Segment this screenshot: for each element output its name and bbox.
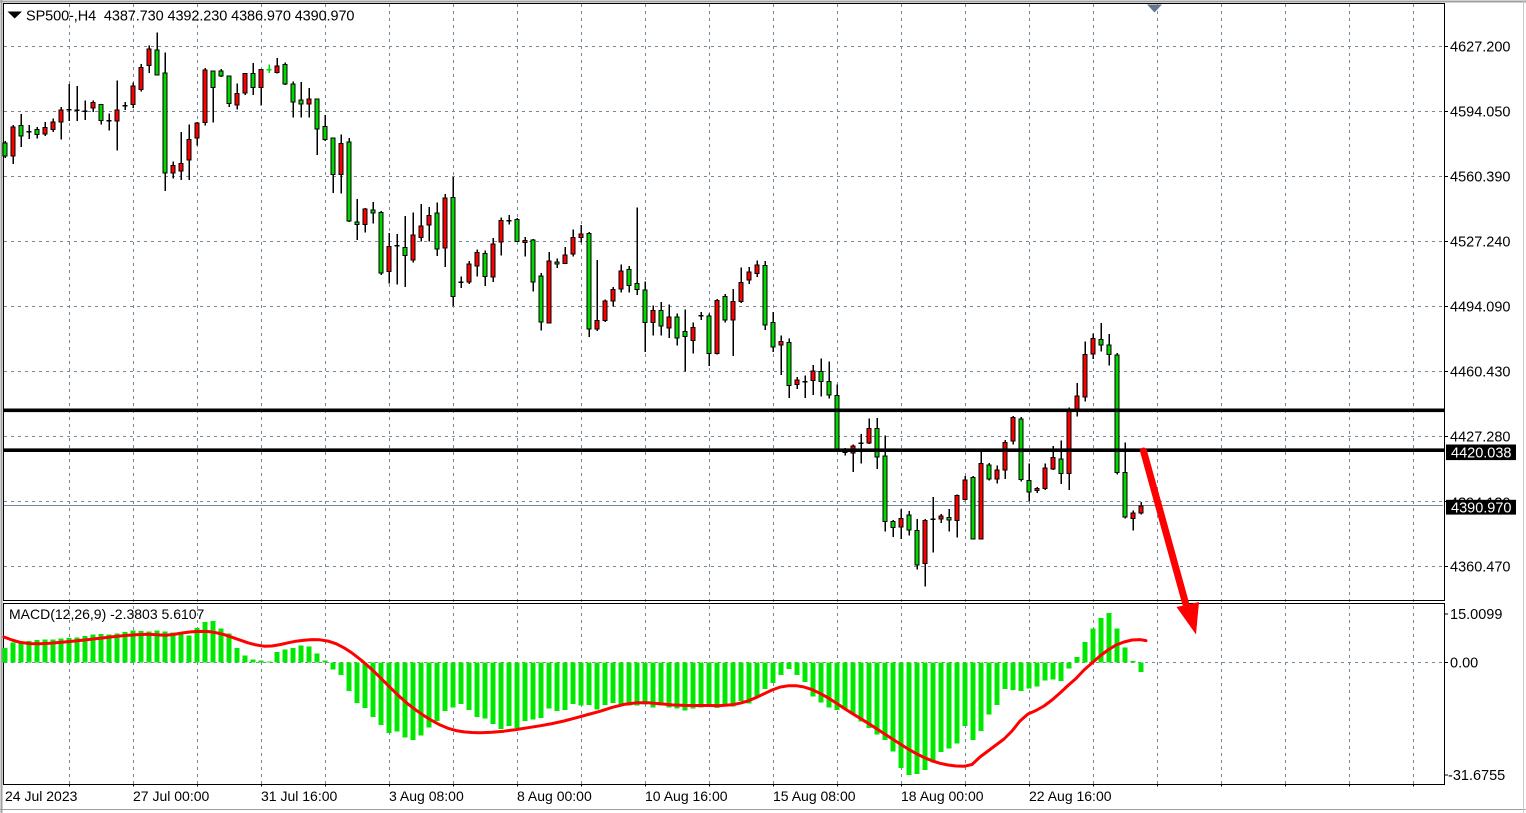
svg-text:4627.200: 4627.200 bbox=[1450, 40, 1510, 56]
svg-text:-31.6755: -31.6755 bbox=[1448, 768, 1505, 784]
svg-text:SP500-,H4 4387.730 4392.230 4: SP500-,H4 4387.730 4392.230 4386.970 439… bbox=[26, 9, 354, 25]
svg-text:10 Aug 16:00: 10 Aug 16:00 bbox=[645, 788, 728, 804]
svg-text:4494.090: 4494.090 bbox=[1450, 300, 1510, 316]
svg-text:8 Aug 00:00: 8 Aug 00:00 bbox=[517, 788, 592, 804]
svg-text:4594.050: 4594.050 bbox=[1450, 105, 1510, 121]
svg-text:31 Jul 16:00: 31 Jul 16:00 bbox=[261, 788, 337, 804]
svg-text:22 Aug 16:00: 22 Aug 16:00 bbox=[1029, 788, 1112, 804]
svg-text:MACD(12,26,9) -2.3803 5.6107: MACD(12,26,9) -2.3803 5.6107 bbox=[9, 606, 205, 622]
svg-text:3 Aug 08:00: 3 Aug 08:00 bbox=[389, 788, 464, 804]
svg-text:4527.240: 4527.240 bbox=[1450, 235, 1510, 251]
svg-text:4427.280: 4427.280 bbox=[1450, 430, 1510, 446]
svg-text:24 Jul 2023: 24 Jul 2023 bbox=[5, 788, 78, 804]
svg-text:4560.390: 4560.390 bbox=[1450, 170, 1510, 186]
svg-text:15.0099: 15.0099 bbox=[1450, 607, 1502, 623]
svg-text:4460.430: 4460.430 bbox=[1450, 365, 1510, 381]
svg-text:4420.038: 4420.038 bbox=[1451, 446, 1511, 462]
svg-text:4390.970: 4390.970 bbox=[1451, 500, 1511, 516]
svg-text:15 Aug 08:00: 15 Aug 08:00 bbox=[773, 788, 856, 804]
svg-text:18 Aug 00:00: 18 Aug 00:00 bbox=[901, 788, 984, 804]
svg-text:0.00: 0.00 bbox=[1450, 655, 1478, 671]
svg-text:4360.470: 4360.470 bbox=[1450, 560, 1510, 576]
svg-text:27 Jul 00:00: 27 Jul 00:00 bbox=[133, 788, 209, 804]
